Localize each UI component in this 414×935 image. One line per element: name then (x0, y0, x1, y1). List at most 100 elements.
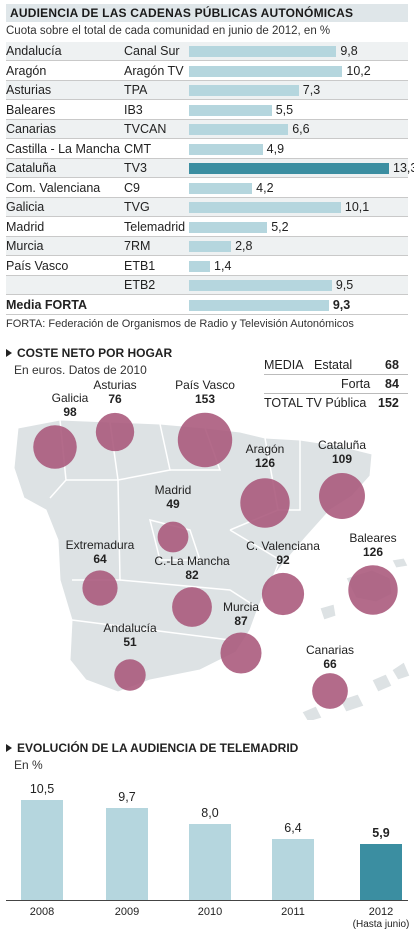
bubble-label: C.-La Mancha 82 (154, 554, 229, 582)
audience-bar (189, 202, 341, 213)
cost-chart-subtitle: En euros. Datos de 2010 (14, 363, 147, 377)
bubble-region-name: Andalucía (103, 621, 157, 635)
audience-value-label: 4,2 (256, 180, 274, 195)
bubble-value: 51 (123, 635, 137, 649)
bubble-value: 126 (362, 545, 384, 559)
channel-label: 7RM (124, 239, 151, 253)
bubble-region-name: Cataluña (317, 438, 367, 452)
audience-row: Andalucía Canal Sur 9,8 (6, 42, 408, 61)
audience-bar (189, 260, 211, 272)
channel-label: ETB2 (124, 278, 156, 292)
bubble-value: 109 (331, 452, 353, 466)
audience-bar (189, 241, 232, 252)
region-label: Galicia (6, 200, 45, 214)
channel-label: TV3 (124, 161, 147, 175)
map-canarias-4 (391, 661, 411, 681)
channel-label: TPA (124, 83, 148, 97)
audience-bar (189, 299, 329, 311)
bubble-value: 92 (276, 553, 290, 567)
region-label: Madrid (6, 219, 45, 234)
forta-footnote: FORTA: Federación de Organismos de Radio… (6, 318, 354, 330)
audience-value-label: 6,6 (292, 122, 310, 136)
cost-bubble (177, 412, 233, 468)
telemadrid-chart-subtitle: En % (14, 758, 43, 772)
bubble-region-name: Extremadura (65, 538, 135, 552)
telemadrid-bar (272, 839, 314, 900)
bubble-value: 153 (194, 392, 216, 406)
audience-value-label: 1,4 (214, 258, 232, 273)
audience-row: Cataluña TV3 13,3 (6, 159, 414, 178)
audience-bar (189, 221, 268, 233)
telemadrid-year-label: 2012 (368, 906, 394, 918)
bubble-region-name: C. Valenciana (246, 539, 320, 553)
legend-forta-label: Forta (341, 377, 371, 391)
telemadrid-value-label: 5,9 (372, 825, 390, 840)
channel-label: IB3 (124, 102, 143, 117)
cost-bubble (348, 565, 398, 615)
audience-bar (189, 46, 337, 57)
region-label: Media FORTA (6, 297, 88, 312)
cost-bubble (114, 659, 146, 691)
bubble-label: Aragón 126 (246, 442, 285, 470)
triangle-bullet-icon (6, 349, 12, 357)
bubble-label: Murcia 87 (223, 600, 259, 628)
bubble-region-name: C.-La Mancha (154, 554, 230, 568)
bubble-value: 126 (254, 456, 276, 470)
map-border-11 (71, 619, 231, 641)
legend-divider-1 (264, 374, 408, 375)
audience-bar (189, 65, 343, 77)
telemadrid-bar (106, 807, 148, 900)
bubble-value: 66 (323, 657, 337, 671)
cost-bubble (157, 521, 189, 553)
map-baleares-menorca (391, 557, 409, 569)
telemadrid-value-label: 10,5 (29, 782, 55, 796)
telemadrid-bar (189, 823, 231, 900)
audience-bar (189, 124, 289, 135)
audience-bar (189, 280, 332, 291)
cost-bubble (319, 473, 365, 519)
audience-bar (189, 143, 263, 155)
bubble-label: País Vasco 153 (175, 378, 235, 406)
audience-value-label: 9,3 (332, 297, 351, 312)
audience-row: Galicia TVG 10,1 (6, 198, 408, 217)
channel-label: Telemadrid (124, 219, 186, 234)
region-label: Castilla - La Mancha (6, 141, 120, 156)
cost-bubble (95, 412, 135, 452)
audience-bar (189, 182, 253, 194)
map-baleares-ibiza (319, 603, 337, 621)
audience-value-label: 2,8 (235, 239, 253, 253)
bubble-region-name: Baleares (349, 531, 397, 545)
bubble-region-name: Canarias (305, 643, 355, 657)
telemadrid-chart-title: EVOLUCIÓN DE LA AUDIENCIA DE TELEMADRID (17, 741, 299, 755)
audience-row: Media FORTA 9,3 (6, 296, 408, 315)
telemadrid-bar (21, 800, 63, 900)
audience-bar (189, 104, 272, 116)
telemadrid-year-label: 2011 (281, 906, 305, 918)
region-label: Asturias (6, 83, 52, 97)
legend-forta-value: 84 (385, 377, 399, 391)
telemadrid-bar (360, 843, 402, 900)
cost-bubble (261, 572, 305, 616)
channel-label: Canal Sur (124, 44, 180, 58)
bubble-region-name: Galicia (51, 391, 89, 405)
audience-value-label: 10,2 (346, 63, 371, 78)
channel-label: TVCAN (124, 122, 167, 136)
bubble-region-name: Madrid (154, 483, 192, 497)
telemadrid-value-label: 8,0 (201, 805, 219, 820)
channel-label: C9 (124, 180, 140, 195)
audience-row: Madrid Telemadrid 5,2 (6, 218, 408, 237)
bubble-label: Andalucía 51 (103, 621, 156, 649)
audience-row: Murcia 7RM 2,8 (6, 237, 408, 256)
channel-label: ETB1 (124, 258, 156, 273)
bubble-label: Galicia 98 (52, 391, 89, 419)
telemadrid-x-axis (6, 900, 408, 901)
bubble-region-name: Murcia (222, 600, 260, 614)
telemadrid-year-label: 2008 (29, 906, 55, 918)
map-canarias-3 (371, 673, 393, 693)
telemadrid-2012-note: (Hasta junio) (352, 919, 410, 930)
region-label: Andalucía (6, 44, 62, 58)
region-label: Baleares (6, 102, 56, 117)
audience-row: Canarias TVCAN 6,6 (6, 120, 408, 139)
audience-value-label: 4,9 (266, 141, 285, 156)
